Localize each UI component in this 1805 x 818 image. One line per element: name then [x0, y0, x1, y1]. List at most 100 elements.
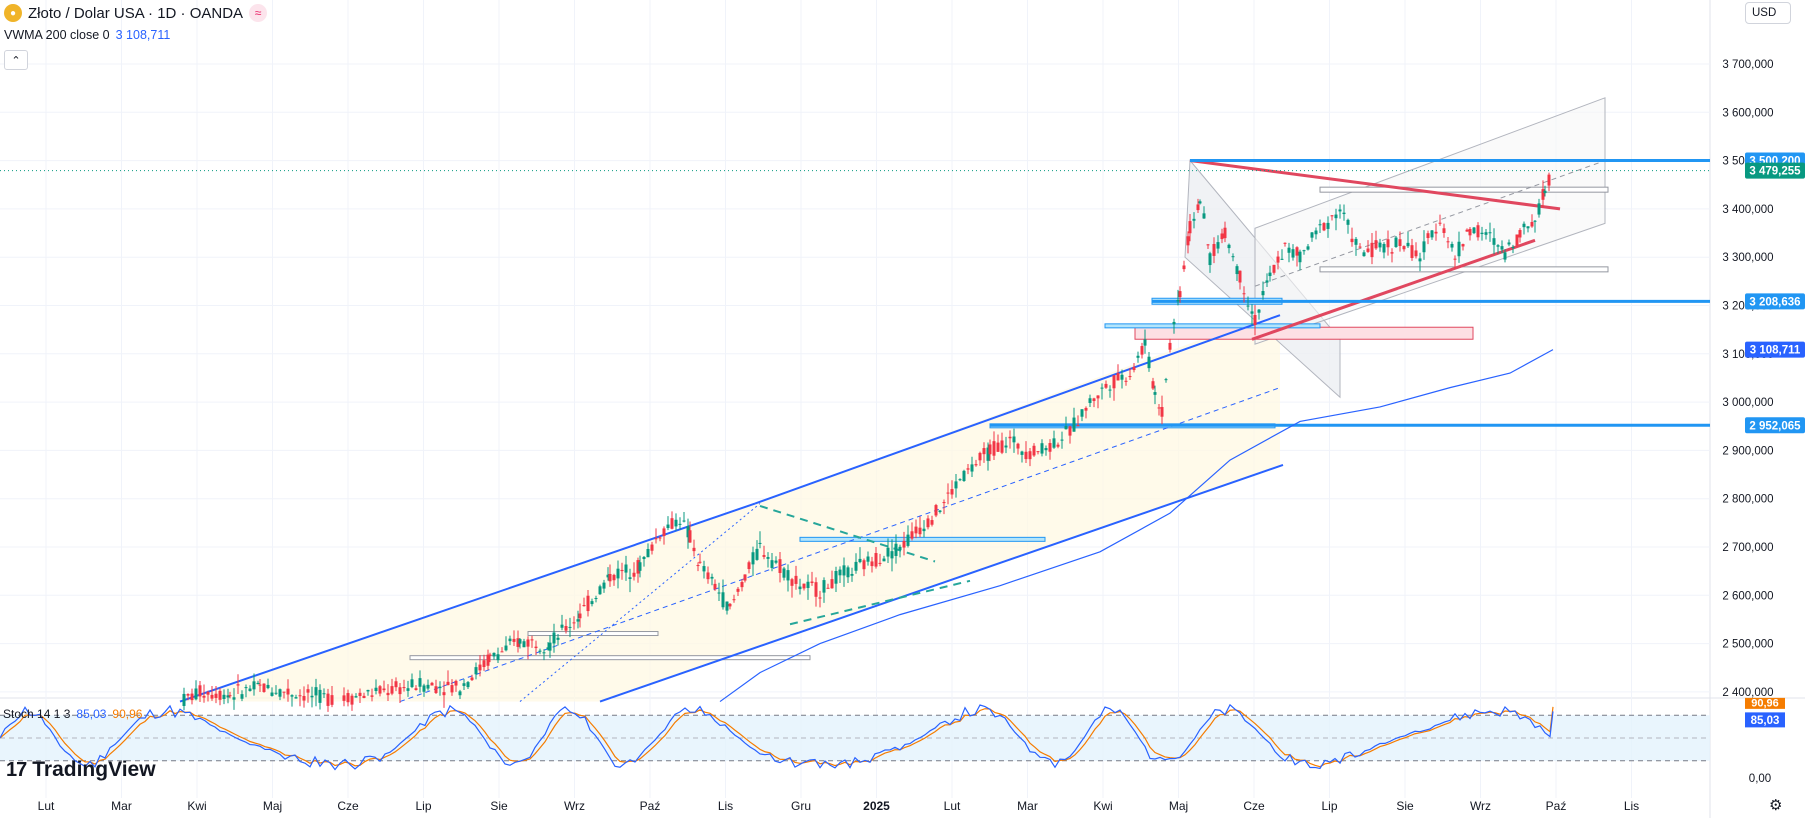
- candle-body: [982, 448, 986, 455]
- candle-body: [1366, 248, 1370, 252]
- candle-body: [910, 531, 914, 539]
- candle-body: [654, 538, 658, 540]
- candle-body: [1480, 232, 1484, 235]
- candle-body: [1302, 250, 1306, 252]
- candle-body: [1128, 376, 1132, 378]
- symbol-title[interactable]: Złoto / Dolar USA · 1D · OANDA: [28, 4, 244, 22]
- candle-body: [450, 685, 454, 693]
- candle-body: [1176, 299, 1180, 302]
- candle-body: [214, 693, 218, 699]
- candle-body: [1496, 245, 1500, 247]
- candle-body: [252, 681, 256, 690]
- candle-body: [266, 684, 270, 689]
- zone-box-lower: [1319, 266, 1609, 273]
- candle-body: [1507, 242, 1511, 245]
- candle-body: [1072, 417, 1076, 432]
- candle-body: [1515, 234, 1519, 246]
- collapse-legend-button[interactable]: ⌃: [4, 50, 28, 70]
- candle-body: [1080, 409, 1084, 417]
- x-tick-label: Lut: [944, 799, 961, 813]
- candle-body: [743, 574, 747, 581]
- candle-body: [358, 692, 362, 697]
- candle-body: [628, 577, 632, 580]
- candle-body: [488, 654, 492, 656]
- candle-body: [548, 642, 552, 651]
- candle-body: [1108, 389, 1112, 391]
- gold-symbol-icon: ●: [4, 4, 22, 22]
- candle-body: [706, 572, 710, 580]
- vwma-label: VWMA 200 close 0: [4, 28, 110, 42]
- candle-body: [1298, 251, 1302, 263]
- candle-body: [902, 540, 906, 548]
- dotted-line: [519, 503, 761, 702]
- zone-box-blue-4: [799, 536, 1046, 542]
- x-tick-label: Mar: [111, 799, 132, 813]
- settings-gear-icon[interactable]: ⚙: [1769, 797, 1783, 814]
- candle-body: [762, 555, 766, 557]
- candle-body: [382, 688, 386, 691]
- stoch-k-label-bg: [1745, 712, 1785, 728]
- candle-body: [906, 534, 910, 546]
- candle-body: [846, 567, 850, 578]
- channel-lower-line: [599, 463, 1284, 703]
- candle-body: [854, 561, 858, 571]
- candle-body: [1453, 258, 1457, 260]
- tradingview-logo[interactable]: 17 TradingView: [6, 758, 156, 782]
- candle-body: [386, 692, 390, 696]
- candle-body: [1227, 244, 1231, 249]
- candle-body: [1000, 440, 1004, 453]
- candle-body: [504, 645, 508, 651]
- candle-body: [526, 639, 530, 647]
- candle-body: [194, 688, 198, 700]
- x-tick-label: Sie: [1396, 799, 1414, 813]
- x-tick-label: Lip: [1321, 799, 1337, 813]
- candle-body: [346, 693, 350, 703]
- stoch-d-label-bg: [1745, 697, 1785, 709]
- candle-body: [798, 586, 802, 590]
- candle-body: [270, 692, 274, 696]
- y-tick-label: 2 600,000: [1722, 590, 1773, 602]
- candle-body: [302, 695, 306, 701]
- candle-body: [682, 520, 686, 522]
- data-feed-icon[interactable]: ≈: [249, 4, 268, 22]
- candle-body: [1350, 238, 1354, 243]
- candle-body: [202, 695, 206, 698]
- candle-body: [426, 684, 430, 689]
- candle-body: [1370, 242, 1374, 258]
- candle-body: [1143, 339, 1147, 346]
- stoch-legend[interactable]: Stoch 14 1 3 85,03 90,96: [3, 707, 142, 721]
- candle-body: [838, 569, 842, 576]
- x-tick-label: Mar: [1017, 799, 1038, 813]
- candle-body: [826, 587, 830, 589]
- candle-body: [882, 558, 886, 562]
- x-tick-label: Wrz: [1470, 799, 1491, 813]
- candle-body: [670, 518, 674, 529]
- candle-body: [492, 652, 496, 657]
- candle-body: [350, 695, 354, 705]
- candle-body: [362, 695, 366, 698]
- x-tick-label: Paź: [640, 799, 661, 813]
- candle-body: [624, 564, 628, 573]
- candle-body: [1153, 392, 1157, 395]
- vwma-legend[interactable]: VWMA 200 close 0 3 108,711: [4, 28, 170, 42]
- candle-body: [1104, 383, 1108, 388]
- currency-selector[interactable]: USD: [1745, 2, 1791, 24]
- candle-body: [1442, 228, 1446, 233]
- candle-body: [1246, 305, 1250, 307]
- candle-body: [632, 572, 636, 577]
- candle-body: [374, 687, 378, 692]
- candle-body: [747, 562, 751, 570]
- candle-body: [612, 574, 616, 581]
- vwma-value: 3 108,711: [115, 28, 171, 42]
- candle-body: [298, 695, 302, 697]
- candle-body: [258, 684, 262, 686]
- price-label-bg: [1745, 162, 1805, 179]
- candle-body: [1342, 212, 1346, 215]
- x-tick-label: 2025: [863, 799, 890, 813]
- candle-body: [1147, 356, 1151, 369]
- candle-body: [1394, 237, 1398, 247]
- candle-body: [1410, 245, 1414, 258]
- candle-body: [830, 579, 834, 589]
- candle-body: [1330, 215, 1334, 217]
